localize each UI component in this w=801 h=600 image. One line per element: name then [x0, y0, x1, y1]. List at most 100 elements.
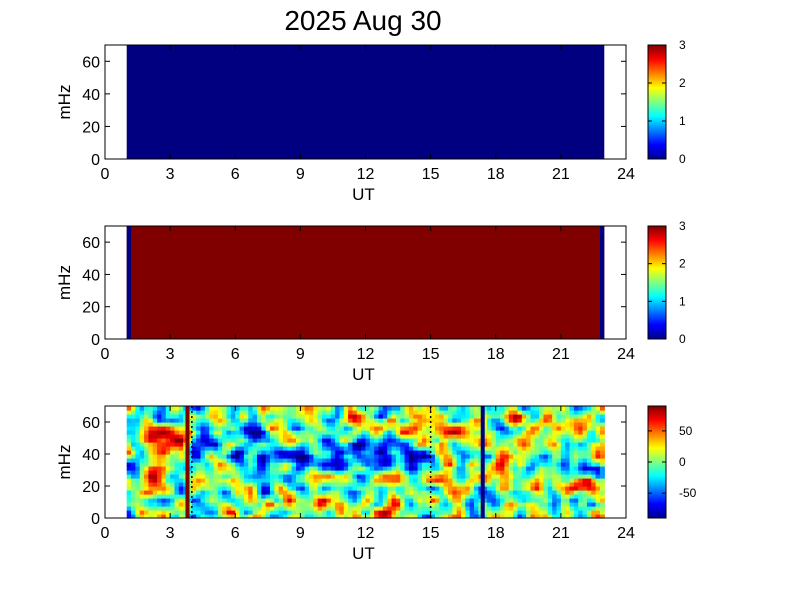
heatmap-cell — [421, 462, 427, 467]
heatmap-cell — [560, 458, 566, 463]
heatmap-cell — [261, 454, 267, 459]
heatmap-cell — [148, 498, 154, 503]
heatmap-cell — [144, 506, 150, 511]
heatmap-cell — [456, 442, 462, 447]
heatmap-cell — [217, 434, 223, 439]
heatmap-cell — [487, 442, 493, 447]
heatmap-cell — [304, 426, 310, 431]
heatmap-cell — [252, 438, 258, 443]
heatmap-cell — [330, 454, 336, 459]
heatmap-cell — [461, 418, 466, 423]
heatmap-cell — [309, 470, 314, 475]
heatmap-cell — [447, 494, 453, 499]
y-tick-label: 40 — [82, 447, 100, 464]
x-tick-label: 18 — [487, 346, 505, 363]
heatmap-cell — [400, 486, 406, 491]
heatmap-cell — [443, 410, 449, 415]
heatmap-cell — [343, 406, 349, 411]
heatmap-cell — [513, 498, 519, 503]
heatmap-cell — [521, 474, 527, 479]
heatmap-cell — [482, 458, 488, 463]
heatmap-cell — [235, 446, 241, 451]
heatmap-cell — [274, 510, 280, 515]
heatmap-cell — [178, 506, 184, 511]
heatmap-cell — [469, 494, 475, 499]
heatmap-cell — [343, 410, 349, 415]
heatmap-cell — [526, 458, 532, 463]
heatmap-cell — [343, 438, 349, 443]
heatmap-cell — [417, 422, 423, 427]
heatmap-cell — [599, 510, 605, 515]
heatmap-cell — [495, 410, 501, 415]
heatmap-cell — [508, 430, 514, 435]
heatmap-cell — [248, 466, 254, 471]
heatmap-cell — [543, 442, 549, 447]
heatmap-cell — [400, 462, 406, 467]
heatmap-cell — [339, 438, 345, 443]
heatmap-cell — [152, 434, 158, 439]
heatmap-cell — [543, 422, 549, 427]
heatmap-cell — [434, 466, 440, 471]
heatmap-cell — [500, 462, 506, 467]
heatmap-cell — [313, 478, 319, 483]
heatmap-cell — [599, 410, 605, 415]
heatmap-cell — [547, 430, 553, 435]
heatmap-cell — [421, 410, 427, 415]
heatmap-cell — [391, 414, 397, 419]
heatmap-cell — [239, 474, 245, 479]
heatmap-cell — [248, 430, 254, 435]
heatmap-cell — [491, 514, 497, 519]
heatmap-cell — [165, 454, 171, 459]
heatmap-cell — [230, 446, 236, 451]
heatmap-cell — [569, 466, 575, 471]
heatmap-cell — [504, 426, 510, 431]
heatmap-cell — [222, 458, 228, 463]
heatmap-cell — [530, 438, 536, 443]
heatmap-cell — [274, 450, 280, 455]
heatmap-cell — [408, 514, 414, 519]
heatmap-cell — [552, 462, 558, 467]
heatmap-cell — [408, 498, 414, 503]
heatmap-cell — [222, 410, 228, 415]
heatmap-cell — [178, 498, 184, 503]
y-tick-label: 20 — [82, 300, 100, 317]
heatmap-cell — [426, 482, 432, 487]
heatmap-cell — [317, 422, 323, 427]
heatmap-cell — [322, 470, 328, 475]
heatmap-cell — [209, 414, 215, 419]
heatmap-cell — [374, 450, 380, 455]
heatmap-cell — [573, 470, 579, 475]
heatmap-cell — [487, 510, 493, 515]
heatmap-cell — [487, 462, 493, 467]
heatmap-cell — [174, 426, 180, 431]
heatmap-cell — [278, 470, 284, 475]
heatmap-cell — [461, 502, 466, 507]
heatmap-cell — [413, 410, 419, 415]
heatmap-cell — [517, 482, 523, 487]
heatmap-cell — [591, 438, 597, 443]
heatmap-cell — [265, 438, 271, 443]
heatmap-cell — [131, 478, 136, 483]
heatmap-cell — [378, 486, 384, 491]
heatmap-cell — [382, 406, 388, 411]
heatmap-cell — [408, 462, 414, 467]
heatmap-cell — [404, 438, 410, 443]
heatmap-cell — [578, 510, 584, 515]
heatmap-cell — [465, 510, 471, 515]
heatmap-cell — [469, 498, 475, 503]
heatmap-cell — [447, 430, 453, 435]
heatmap-cell — [265, 406, 271, 411]
heatmap-cell — [152, 446, 158, 451]
heatmap-cell — [491, 506, 497, 511]
heatmap-cell — [170, 438, 176, 443]
heatmap-cell — [283, 426, 288, 431]
heatmap-cell — [513, 434, 519, 439]
heatmap-cell — [191, 458, 197, 463]
heatmap-cell — [434, 442, 440, 447]
heatmap-cell — [131, 470, 136, 475]
heatmap-cell — [335, 430, 341, 435]
heatmap-cell — [508, 454, 514, 459]
heatmap-cell — [465, 490, 471, 495]
heatmap-cell — [382, 462, 388, 467]
heatmap-cell — [387, 486, 393, 491]
